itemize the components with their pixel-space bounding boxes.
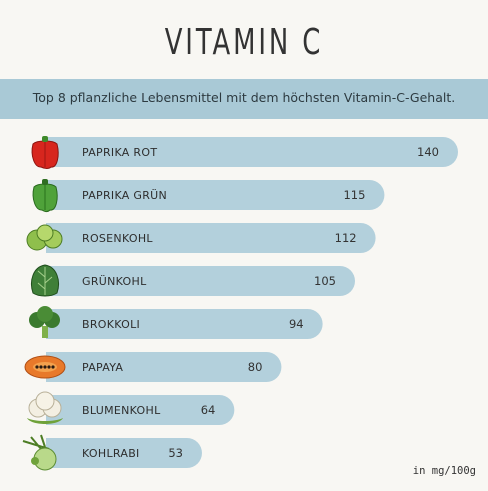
category-label: PAPAYA: [82, 361, 123, 374]
bar-blumenkohl: [46, 395, 235, 425]
kohlrabi-icon: [22, 434, 57, 471]
category-label: ROSENKOHL: [82, 232, 153, 245]
papaya-icon: [24, 355, 66, 379]
value-label: 140: [417, 145, 439, 159]
cauliflower-icon: [27, 391, 63, 424]
value-label: 94: [289, 317, 304, 331]
bar-paprika-rot: [46, 137, 458, 167]
bar-papaya: [46, 352, 282, 382]
category-label: BROKKOLI: [82, 318, 140, 331]
value-label: 80: [248, 360, 263, 374]
category-label: PAPRIKA GRÜN: [82, 189, 167, 202]
broccoli-icon: [29, 306, 60, 338]
red-pepper-icon: [31, 136, 59, 169]
category-label: BLUMENKOHL: [82, 404, 161, 417]
unit-label: in mg/100g: [412, 465, 476, 477]
value-label: 105: [314, 274, 336, 288]
bar-brokkoli: [46, 309, 323, 339]
bar-kohlrabi: [46, 438, 202, 468]
bar-grünkohl: [46, 266, 355, 296]
value-label: 115: [343, 188, 365, 202]
brussels-sprouts-icon: [26, 224, 63, 251]
category-label: PAPRIKA ROT: [82, 146, 157, 159]
value-label: 64: [201, 403, 216, 417]
category-label: KOHLRABI: [82, 447, 140, 460]
subtitle-banner: Top 8 pflanzliche Lebensmittel mit dem h…: [0, 79, 488, 119]
value-label: 53: [168, 446, 183, 460]
value-label: 112: [335, 231, 357, 245]
category-label: GRÜNKOHL: [82, 275, 147, 288]
kale-icon: [31, 264, 59, 297]
green-pepper-icon: [32, 179, 58, 212]
bar-paprika-grün: [46, 180, 385, 210]
page-title: VITAMIN C: [164, 22, 324, 63]
subtitle-text: Top 8 pflanzliche Lebensmittel mit dem h…: [32, 90, 456, 105]
bar-rosenkohl: [46, 223, 376, 253]
